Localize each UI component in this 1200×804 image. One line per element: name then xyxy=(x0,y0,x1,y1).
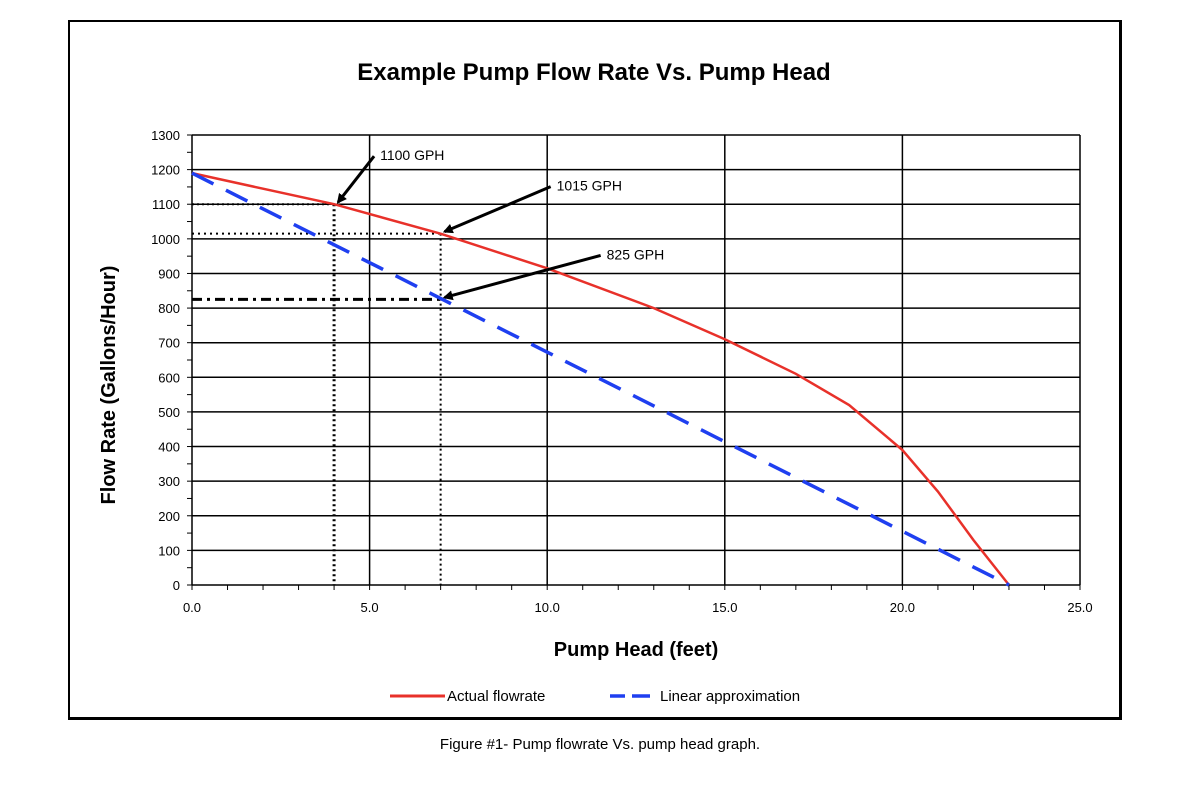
y-tick-label: 200 xyxy=(158,509,180,524)
legend-label-actual: Actual flowrate xyxy=(447,688,545,705)
x-tick-label: 20.0 xyxy=(890,600,915,615)
annotation-arrow xyxy=(442,253,602,301)
y-tick-label: 400 xyxy=(158,440,180,455)
x-tick-label: 10.0 xyxy=(535,600,560,615)
x-tick-label: 25.0 xyxy=(1067,600,1092,615)
annotation-arrow xyxy=(442,185,552,234)
series-linear-approximation xyxy=(191,171,1010,587)
y-tick-label: 1300 xyxy=(151,128,180,143)
x-axis-label: Pump Head (feet) xyxy=(554,639,718,661)
figure-caption: Figure #1- Pump flowrate Vs. pump head g… xyxy=(439,736,761,753)
chart-frame: Example Pump Flow Rate Vs. Pump Head 0 100… xyxy=(68,20,1122,720)
x-tick-label: 5.0 xyxy=(361,600,379,615)
annotation-label: 1015 GPH xyxy=(557,178,622,194)
y-tick-label: 900 xyxy=(158,266,180,281)
x-tick-label: 15.0 xyxy=(712,600,737,615)
y-tick-label: 300 xyxy=(158,474,180,489)
annotation-arrow xyxy=(336,155,376,204)
y-tick-label: 100 xyxy=(158,543,180,558)
y-tick-label: 500 xyxy=(158,405,180,420)
chart-title: Example Pump Flow Rate Vs. Pump Head xyxy=(357,59,830,86)
y-tick-label: 700 xyxy=(158,336,180,351)
legend-label-linear: Linear approximation xyxy=(660,688,800,705)
y-axis-label: Flow Rate (Gallons/Hour) xyxy=(98,266,120,505)
y-tick-label: 1100 xyxy=(152,197,180,212)
y-tick-label: 800 xyxy=(158,301,180,316)
annotation-label: 825 GPH xyxy=(607,246,665,262)
y-tick-label: 600 xyxy=(158,370,180,385)
y-tick-label: 0 xyxy=(173,578,180,593)
y-tick-label: 1000 xyxy=(151,232,180,247)
series-actual-flowrate xyxy=(191,171,1010,586)
y-tick-label: 1200 xyxy=(151,163,180,178)
annotation-label: 1100 GPH xyxy=(380,147,444,163)
chart-svg: Example Pump Flow Rate Vs. Pump Head 0 100… xyxy=(98,59,1093,705)
x-tick-label: 0.0 xyxy=(183,600,201,615)
